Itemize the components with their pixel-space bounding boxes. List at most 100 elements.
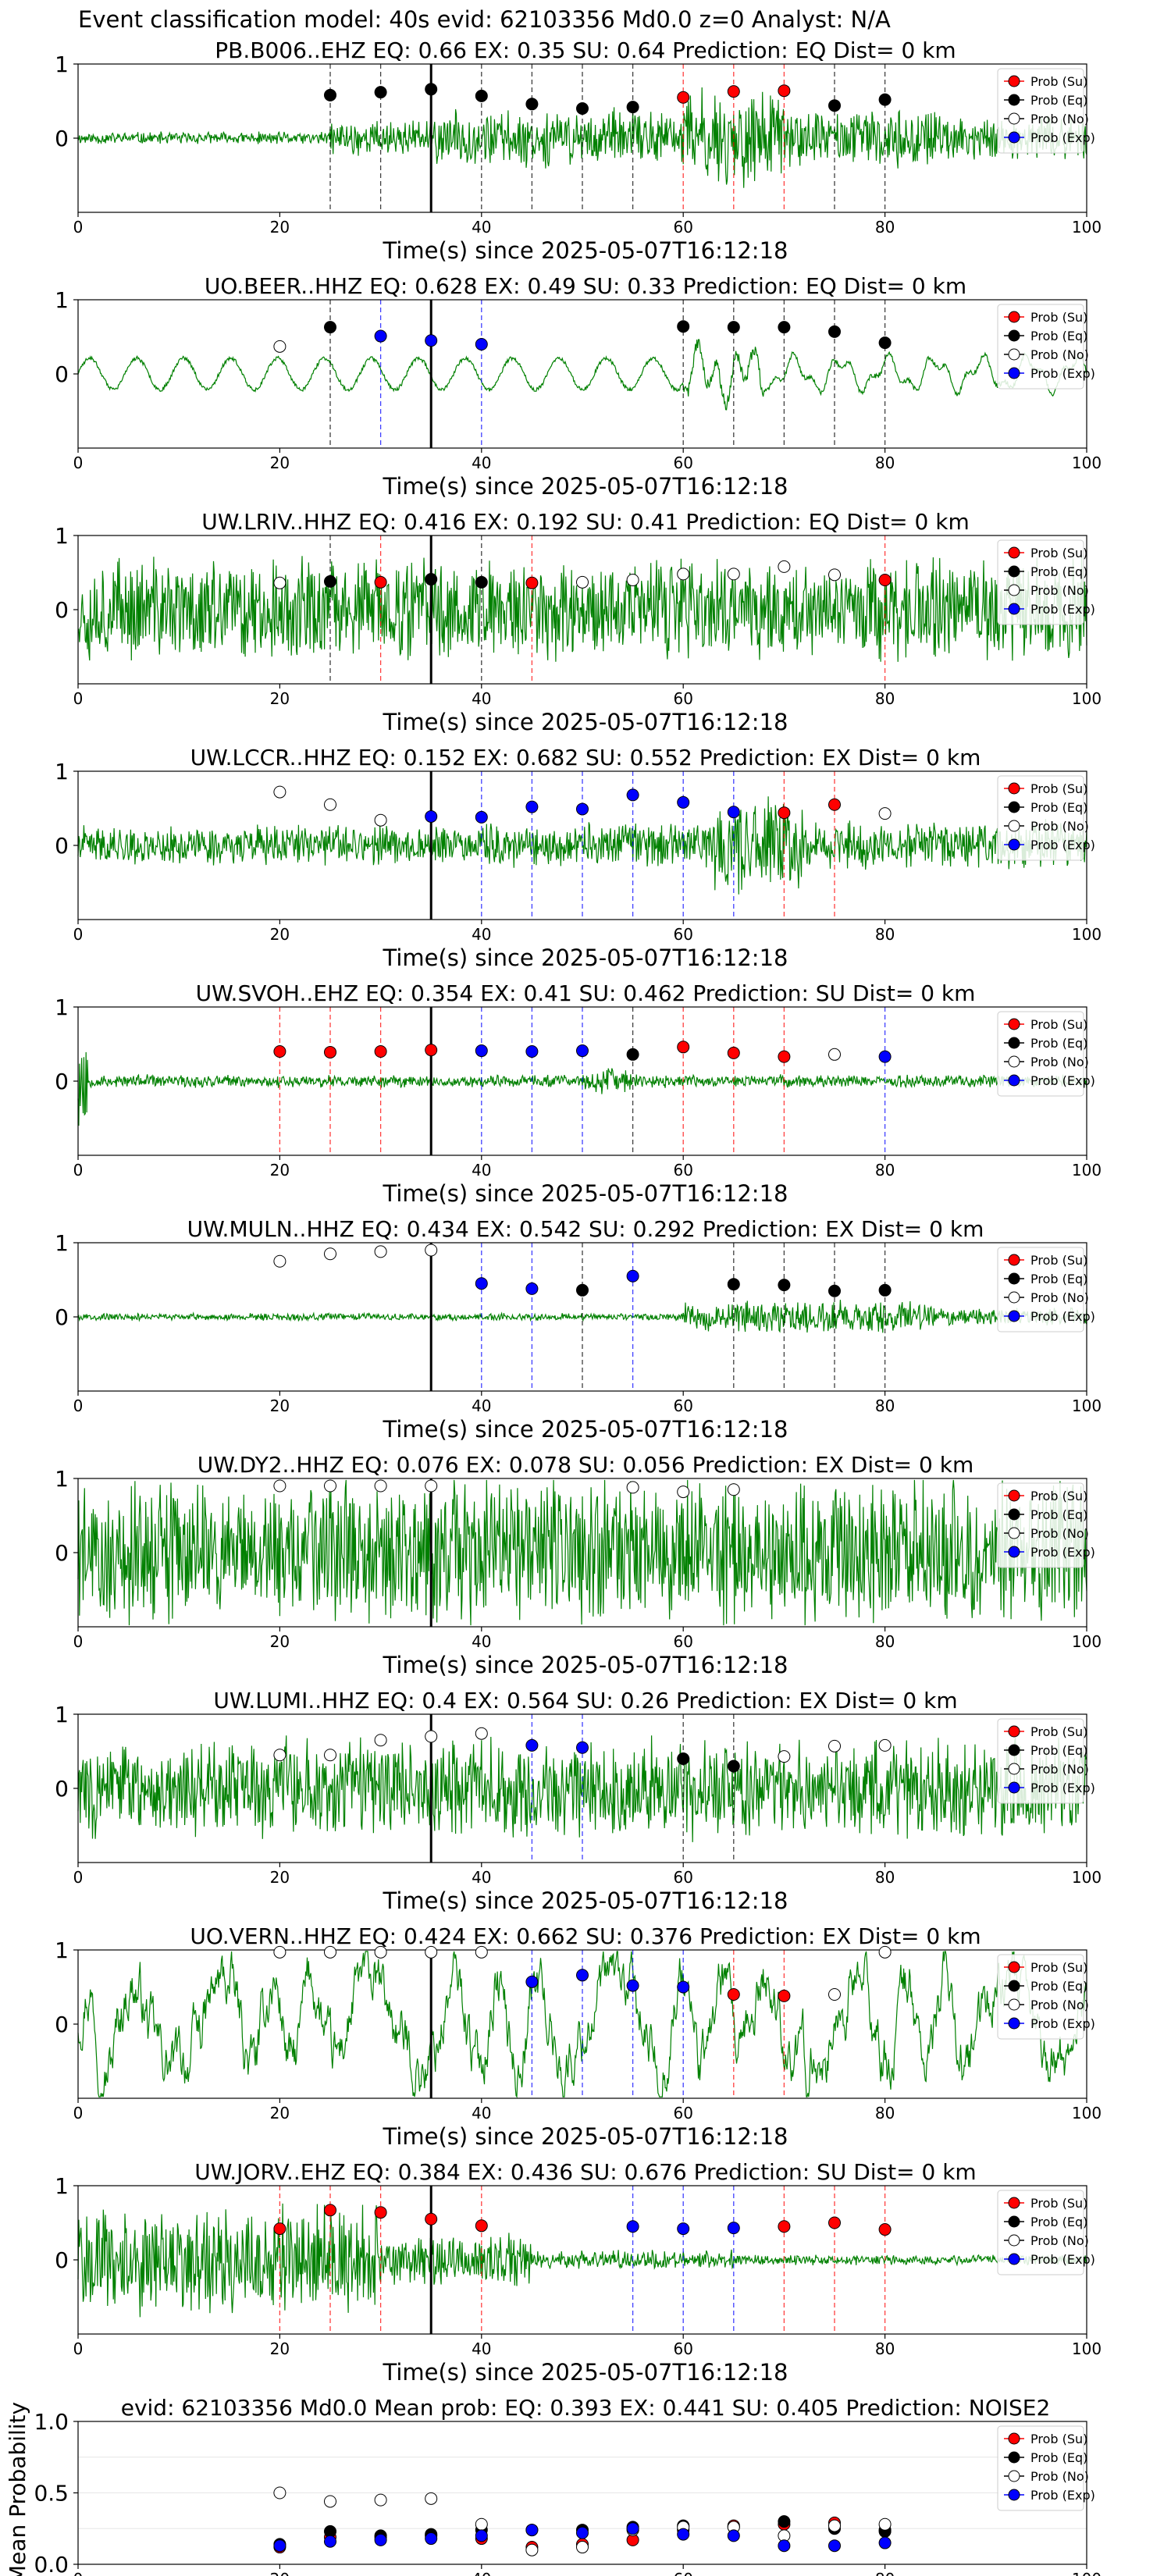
waveform-trace xyxy=(77,87,1087,188)
x-tick-label: 60 xyxy=(673,1161,692,1179)
prob-point-no xyxy=(727,568,740,581)
prob-point-no xyxy=(677,568,690,581)
legend-label-su: Prob (Su) xyxy=(1030,781,1087,796)
legend-marker-exp xyxy=(1008,1546,1020,1558)
x-axis-label: Time(s) since 2025-05-07T16:12:18 xyxy=(383,1180,788,1207)
panel-10: 0 20 40 60 80 100 1.0 0.5 0.0 evid: 62103356 Md0.… xyxy=(5,2395,1102,2576)
x-axis-label: Time(s) since 2025-05-07T16:12:18 xyxy=(383,2123,788,2150)
prob-point-no xyxy=(374,1945,387,1959)
x-axis-label: Time(s) since 2025-05-07T16:12:18 xyxy=(383,709,788,735)
legend-marker-exp xyxy=(1008,1310,1020,1322)
prob-point-su xyxy=(778,2220,791,2233)
y-tick-label: 0 xyxy=(55,2012,69,2037)
legend-marker-su xyxy=(1008,2432,1020,2445)
legend-marker-no xyxy=(1008,112,1020,125)
prob-point-no xyxy=(828,568,841,582)
panel-6: 0 20 40 60 80 100 1 0 UW.DY2..HHZ EQ: 0.076 EX: … xyxy=(55,1452,1102,1678)
prob-point-eq xyxy=(727,321,740,334)
prob-point-no xyxy=(273,576,287,589)
mean-point-exp xyxy=(374,2533,387,2546)
x-axis-label: Time(s) since 2025-05-07T16:12:18 xyxy=(383,473,788,500)
prob-point-exp xyxy=(626,2220,639,2233)
legend-label-eq: Prob (Eq) xyxy=(1030,1272,1087,1286)
prob-point-no xyxy=(727,1483,740,1496)
prob-point-eq xyxy=(475,575,488,589)
x-tick-label: 100 xyxy=(1072,925,1102,944)
legend: Prob (Su) Prob (Eq) Prob (No) Prob (Exp) xyxy=(997,775,1095,861)
prob-point-su xyxy=(778,806,791,820)
prob-point-exp xyxy=(374,329,387,343)
prob-point-no xyxy=(475,1945,488,1959)
legend-box xyxy=(997,2425,1084,2511)
mean-point-no xyxy=(273,2486,287,2500)
mean-point-exp xyxy=(778,2539,791,2553)
mean-point-no xyxy=(324,2495,336,2508)
figure-suptitle: Event classification model: 40s evid: 62… xyxy=(78,6,891,33)
legend-label-no: Prob (No) xyxy=(1030,1055,1089,1069)
legend-label-eq: Prob (Eq) xyxy=(1030,2215,1087,2229)
x-tick-label: 100 xyxy=(1072,1161,1102,1179)
prob-point-no xyxy=(425,1945,438,1959)
prob-point-no xyxy=(273,1479,287,1493)
x-tick-label: 80 xyxy=(875,2104,895,2122)
x-tick-label: 80 xyxy=(875,2570,895,2576)
legend: Prob (Su) Prob (Eq) Prob (No) Prob (Exp) xyxy=(997,68,1095,154)
legend-marker-no xyxy=(1008,348,1020,361)
prob-point-no xyxy=(878,807,892,820)
legend: Prob (Su) Prob (Eq) Prob (No) Prob (Exp) xyxy=(997,304,1095,390)
mean-point-exp xyxy=(425,2532,438,2546)
x-tick-label: 40 xyxy=(472,689,491,708)
x-tick-label: 40 xyxy=(472,1161,491,1179)
prob-point-eq xyxy=(878,1283,892,1297)
legend-marker-su xyxy=(1008,75,1020,87)
prob-point-no xyxy=(273,785,287,799)
prob-point-eq xyxy=(778,321,791,334)
legend-marker-eq xyxy=(1008,2215,1020,2228)
x-tick-label: 0 xyxy=(73,2339,84,2358)
prob-point-su xyxy=(374,2206,387,2219)
y-tick-label: 0 xyxy=(55,1540,69,1566)
x-tick-label: 60 xyxy=(673,1868,692,1887)
x-tick-label: 20 xyxy=(270,1161,290,1179)
prob-point-no xyxy=(778,560,791,573)
legend-marker-no xyxy=(1008,1998,1020,2011)
prob-point-exp xyxy=(576,1969,589,1982)
legend-label-eq: Prob (Eq) xyxy=(1030,93,1087,108)
x-tick-label: 20 xyxy=(270,1632,290,1651)
mean-point-exp xyxy=(576,2526,589,2539)
legend-label-no: Prob (No) xyxy=(1030,1290,1089,1305)
prob-point-su xyxy=(828,2216,841,2229)
prob-point-exp xyxy=(626,1979,639,1992)
y-tick-label: 0 xyxy=(55,126,69,151)
legend-label-no: Prob (No) xyxy=(1030,2469,1089,2484)
y-tick-label: 1 xyxy=(55,52,69,77)
prob-point-su xyxy=(425,2212,438,2226)
prob-point-no xyxy=(475,1727,488,1740)
prob-point-eq xyxy=(324,575,336,588)
prob-point-exp xyxy=(525,1738,539,1752)
legend-marker-su xyxy=(1008,1254,1020,1266)
prob-point-exp xyxy=(525,1045,539,1058)
prob-point-no xyxy=(374,1479,387,1493)
prob-point-eq xyxy=(626,1048,639,1061)
prob-point-su xyxy=(273,1045,287,1058)
panel-title: evid: 62103356 Md0.0 Mean prob: EQ: 0.39… xyxy=(121,2395,1051,2421)
mean-point-no xyxy=(878,2517,892,2531)
x-tick-label: 40 xyxy=(472,2570,491,2576)
x-tick-label: 0 xyxy=(73,2570,84,2576)
prob-point-eq xyxy=(425,573,438,586)
prob-point-su xyxy=(425,1044,438,1057)
mean-point-no xyxy=(828,2519,841,2532)
mean-point-no xyxy=(374,2493,387,2507)
legend-label-su: Prob (Su) xyxy=(1030,2196,1087,2211)
y-tick-label: 1 xyxy=(55,2173,69,2199)
x-tick-label: 100 xyxy=(1072,218,1102,237)
legend-marker-eq xyxy=(1008,801,1020,813)
panel-4: 0 20 40 60 80 100 1 0 UW.SVOH..EHZ EQ: 0.354 EX:… xyxy=(55,980,1102,1207)
x-tick-label: 100 xyxy=(1072,2104,1102,2122)
prob-point-exp xyxy=(626,1269,639,1283)
panel-title: UW.JORV..EHZ EQ: 0.384 EX: 0.436 SU: 0.6… xyxy=(194,2159,976,2185)
y-tick-label: 0 xyxy=(55,1776,69,1802)
legend: Prob (Su) Prob (Eq) Prob (No) Prob (Exp) xyxy=(997,1247,1095,1332)
